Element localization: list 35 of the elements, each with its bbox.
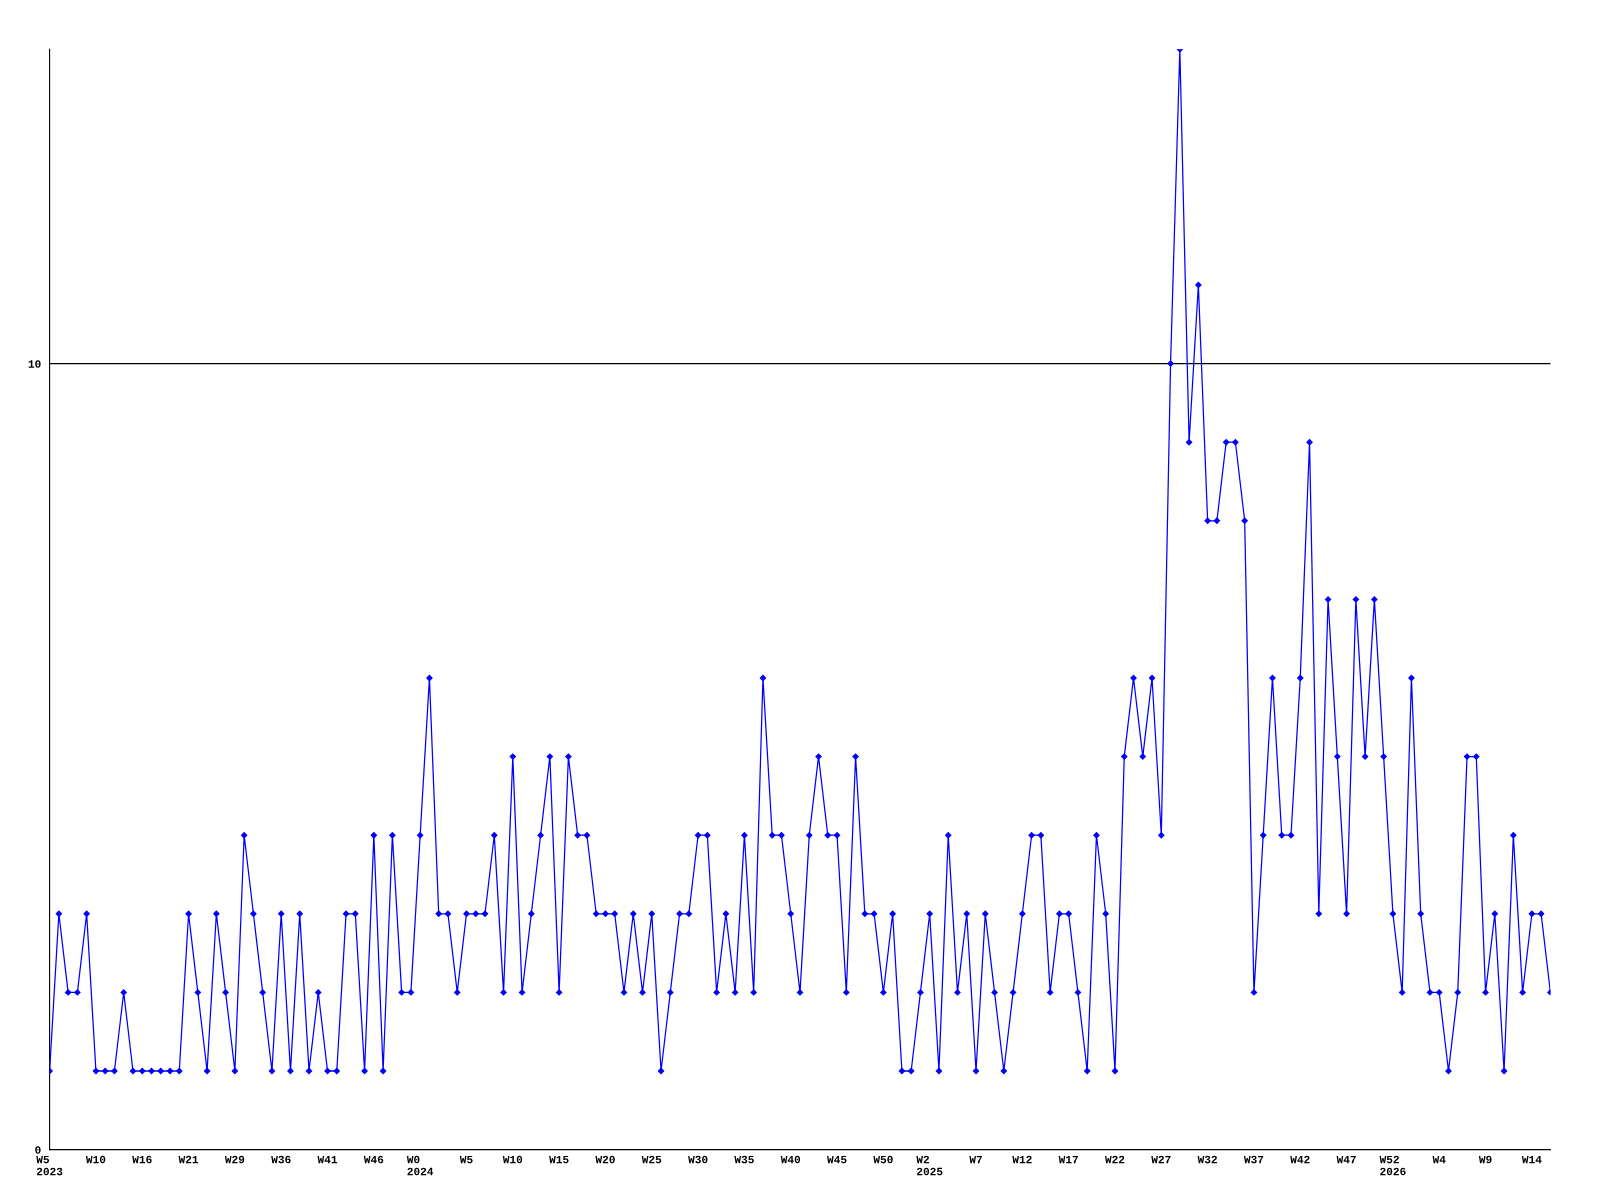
x-tick-label: W52 2026: [1379, 1155, 1406, 1176]
x-tick-label: W5: [459, 1155, 473, 1164]
y-tick-label: 0: [35, 1146, 41, 1154]
x-tick-label: W4: [1432, 1155, 1446, 1164]
x-tick-label: W10: [85, 1155, 106, 1164]
x-tick-label: W45: [827, 1155, 847, 1164]
x-tick-label: W32: [1197, 1155, 1217, 1164]
x-tick-label: W30: [688, 1155, 708, 1164]
x-tick-label: W16: [132, 1155, 152, 1164]
x-tick-label: W2 2025: [916, 1155, 943, 1176]
x-tick-label: W47: [1336, 1155, 1356, 1164]
x-tick-label: W50: [873, 1155, 893, 1164]
x-tick-label: W9: [1478, 1155, 1492, 1164]
x-tick-label: W5 2023: [36, 1155, 63, 1176]
x-tick-label: W36: [271, 1155, 291, 1164]
x-tick-label: W40: [780, 1155, 801, 1164]
x-tick-label: W25: [641, 1155, 662, 1164]
y-tick-label: 10: [28, 360, 41, 368]
x-tick-label: W42: [1290, 1155, 1310, 1164]
x-tick-label: W10: [502, 1155, 523, 1164]
x-tick-label: W7: [969, 1155, 982, 1164]
x-tick-label: W27: [1151, 1155, 1171, 1164]
x-tick-label: W35: [734, 1155, 754, 1164]
x-tick-label: W0 2024: [406, 1155, 434, 1176]
x-tick-label: W20: [595, 1155, 615, 1164]
x-tick-label: W29: [224, 1155, 245, 1164]
x-tick-label: W22: [1104, 1155, 1125, 1164]
x-tick-label: W17: [1058, 1155, 1078, 1164]
x-tick-label: W12: [1012, 1155, 1032, 1164]
x-tick-label: W15: [549, 1155, 569, 1164]
x-tick-label: W46: [363, 1155, 384, 1164]
x-tick-label: W41: [317, 1155, 338, 1164]
x-tick-label: W37: [1243, 1155, 1264, 1164]
x-tick-label: W21: [178, 1155, 199, 1164]
x-tick-label: W14: [1521, 1155, 1542, 1164]
